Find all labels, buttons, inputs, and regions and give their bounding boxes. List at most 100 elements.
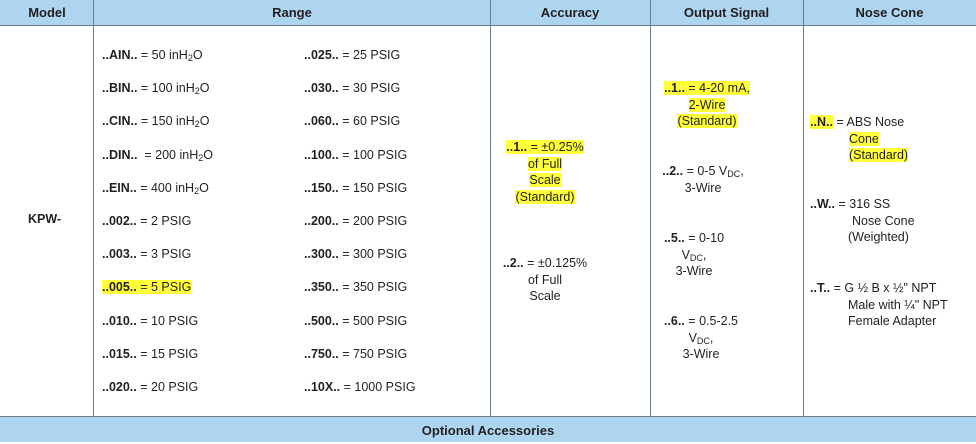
output-6-line1: = 0.5-2.5 <box>684 314 738 328</box>
nose-n-eq: = ABS Nose <box>832 115 905 129</box>
range-option: ..010.. = 10 PSIG <box>102 313 198 329</box>
output-2-line2: 3-Wire <box>684 180 722 195</box>
range-value: 1000 PSIG <box>354 380 416 394</box>
range-unit-tail: O <box>192 48 203 62</box>
output-1-line3: (Standard) <box>677 114 737 128</box>
nose-w-code: ..W.. <box>810 197 835 211</box>
nose-option-n: ..N.. = ABS Nose Cone (Standard) <box>810 114 920 164</box>
output-5-line3: 3-Wire <box>675 264 713 278</box>
range-equals: = <box>338 147 353 162</box>
range-equals: = <box>137 147 156 162</box>
nose-t-line3: Female Adapter <box>848 314 937 328</box>
range-unit-sub: 2 <box>194 86 200 97</box>
nose-n-code: ..N.. <box>810 115 833 129</box>
range-unit-tail: O <box>203 147 213 162</box>
range-option: ..003.. = 3 PSIG <box>102 246 191 262</box>
range-equals: = <box>136 313 151 328</box>
range-code: ..10X.. <box>304 380 341 394</box>
range-value: 3 PSIG <box>151 247 192 262</box>
output-5-code: ..5.. <box>663 231 685 245</box>
range-equals: = <box>338 48 353 62</box>
range-code: ..100.. <box>304 147 339 162</box>
output-1-line1: = 4-20 mA, <box>684 81 750 95</box>
range-option: ..030.. = 30 PSIG <box>304 80 400 96</box>
range-value: 400 inH <box>150 180 195 195</box>
range-value: 30 PSIG <box>353 81 401 96</box>
range-code: ..AIN.. <box>102 48 138 62</box>
range-code: ..020.. <box>102 380 137 394</box>
range-value: 750 PSIG <box>353 346 408 361</box>
output-6-comma: , <box>709 330 714 345</box>
range-option: ..200.. = 200 PSIG <box>304 213 407 229</box>
range-equals: = <box>338 313 353 328</box>
range-option: ..025.. = 25 PSIG <box>304 47 400 63</box>
range-equals: = <box>137 114 152 129</box>
output-option-5: ..5.. = 0-10 VDC, 3-Wire <box>657 230 731 280</box>
range-equals: = <box>136 180 151 195</box>
range-option: ..EIN.. = 400 inH2O <box>102 180 209 196</box>
model-code: KPW- <box>28 212 62 226</box>
accuracy-1-line4: (Standard) <box>515 189 575 204</box>
range-option: ..005.. = 5 PSIG <box>102 279 192 295</box>
range-value: 20 PSIG <box>151 380 199 394</box>
nose-n-line3: (Standard) <box>849 148 909 162</box>
range-equals: = <box>338 214 353 228</box>
range-equals: = <box>136 247 151 262</box>
range-equals: = <box>338 280 353 295</box>
range-code: ..DIN.. <box>102 147 138 162</box>
output-option-1: ..1.. = 4-20 mA, 2-Wire (Standard) <box>657 80 757 130</box>
range-code: ..010.. <box>102 313 137 328</box>
range-value: 5 PSIG <box>151 280 192 295</box>
range-unit-sub: 2 <box>198 152 204 163</box>
range-equals: = <box>136 346 151 361</box>
range-value: 200 inH <box>155 147 199 162</box>
range-value: 150 inH <box>151 114 195 129</box>
range-value: 25 PSIG <box>353 48 401 62</box>
output-5-comma: , <box>702 247 707 262</box>
range-option: ..060.. = 60 PSIG <box>304 113 400 129</box>
column-divider <box>93 0 94 416</box>
nose-t-line2: Male with ¼" NPT <box>848 297 948 312</box>
range-equals: = <box>136 280 151 295</box>
range-unit-sub: 2 <box>194 119 200 130</box>
range-value: 100 PSIG <box>353 147 408 162</box>
range-code: ..BIN.. <box>102 81 138 96</box>
nose-w-line3: (Weighted) <box>848 230 909 244</box>
range-value: 60 PSIG <box>353 114 401 129</box>
range-code: ..500.. <box>304 313 339 328</box>
nose-t-code: ..T.. <box>810 281 831 295</box>
range-code: ..030.. <box>304 81 339 96</box>
range-equals: = <box>338 180 353 195</box>
range-code: ..EIN.. <box>102 180 137 195</box>
range-unit-tail: O <box>199 180 209 195</box>
nose-t-line1: = G ½ B x ½" NPT <box>830 281 937 295</box>
nose-option-t: ..T.. = G ½ B x ½" NPT Male with ¼" NPT … <box>810 280 970 330</box>
output-2-comma: , <box>740 164 744 178</box>
header-range: Range <box>272 5 312 20</box>
range-option: ..002.. = 2 PSIG <box>102 213 191 229</box>
range-option: ..150.. = 150 PSIG <box>304 180 407 196</box>
range-unit-tail: O <box>199 114 210 129</box>
range-code: ..200.. <box>304 214 339 228</box>
range-code: ..015.. <box>102 346 137 361</box>
output-2-code: ..2.. <box>662 164 684 178</box>
header-output-signal: Output Signal <box>683 5 770 20</box>
range-code: ..002.. <box>102 214 137 228</box>
accuracy-1-line2: of Full <box>527 156 563 171</box>
range-value: 150 PSIG <box>353 180 408 195</box>
range-value: 2 PSIG <box>151 214 192 228</box>
range-value: 500 PSIG <box>353 313 408 328</box>
header-model: Model <box>28 5 66 20</box>
range-equals: = <box>137 48 152 62</box>
output-option-6: ..6.. = 0.5-2.5 VDC, 3-Wire <box>657 313 745 363</box>
nose-w-line1: = 316 SS <box>835 197 891 211</box>
range-unit-tail: O <box>199 81 210 96</box>
output-1-code: ..1.. <box>664 81 685 95</box>
accuracy-2-line3: Scale <box>529 289 561 303</box>
column-divider <box>490 0 491 416</box>
range-value: 200 PSIG <box>353 214 408 228</box>
accuracy-2-line1: = ±0.125% <box>523 256 588 270</box>
output-5-line1: = 0-10 <box>684 231 725 245</box>
accuracy-option-1: ..1.. = ±0.25% of Full Scale (Standard) <box>497 139 593 205</box>
